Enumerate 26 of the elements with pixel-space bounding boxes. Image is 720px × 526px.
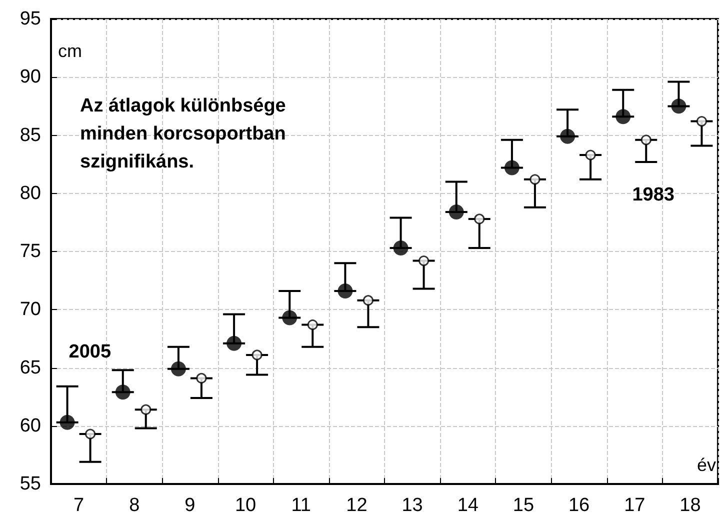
series-label: 2005	[68, 341, 112, 362]
x-tick-label: 11	[291, 495, 311, 516]
x-tick-label: 18	[680, 495, 701, 516]
y-tick-label: 85	[20, 124, 41, 146]
x-tick-label: 14	[457, 495, 479, 516]
x-tick-label: 8	[129, 495, 140, 516]
x-tick-label: 7	[74, 495, 84, 516]
y-tick-label: 55	[20, 474, 41, 494]
x-tick-label: 10	[234, 495, 256, 516]
y-tick-label: 65	[20, 357, 41, 378]
y-axis-title: cm	[58, 41, 82, 61]
x-tick-label: 17	[624, 495, 646, 516]
y-tick-label: 60	[20, 415, 41, 436]
x-tick-label: 13	[402, 495, 423, 516]
y-tick-label: 75	[20, 241, 41, 262]
x-tick-label: 12	[346, 495, 368, 516]
x-tick-label: 16	[568, 495, 590, 516]
x-tick-label: 15	[512, 495, 534, 516]
x-axis-title: év	[696, 455, 716, 475]
y-tick-label: 90	[20, 66, 41, 88]
y-tick-label: 80	[20, 182, 41, 204]
x-tick-label: 9	[184, 495, 196, 516]
y-tick-label: 95	[20, 8, 41, 30]
text: 1983	[632, 184, 674, 206]
y-tick-label: 70	[20, 299, 41, 320]
annotation: Az átlagok különbsége minden korcsoportban szignifikáns.	[80, 96, 292, 172]
